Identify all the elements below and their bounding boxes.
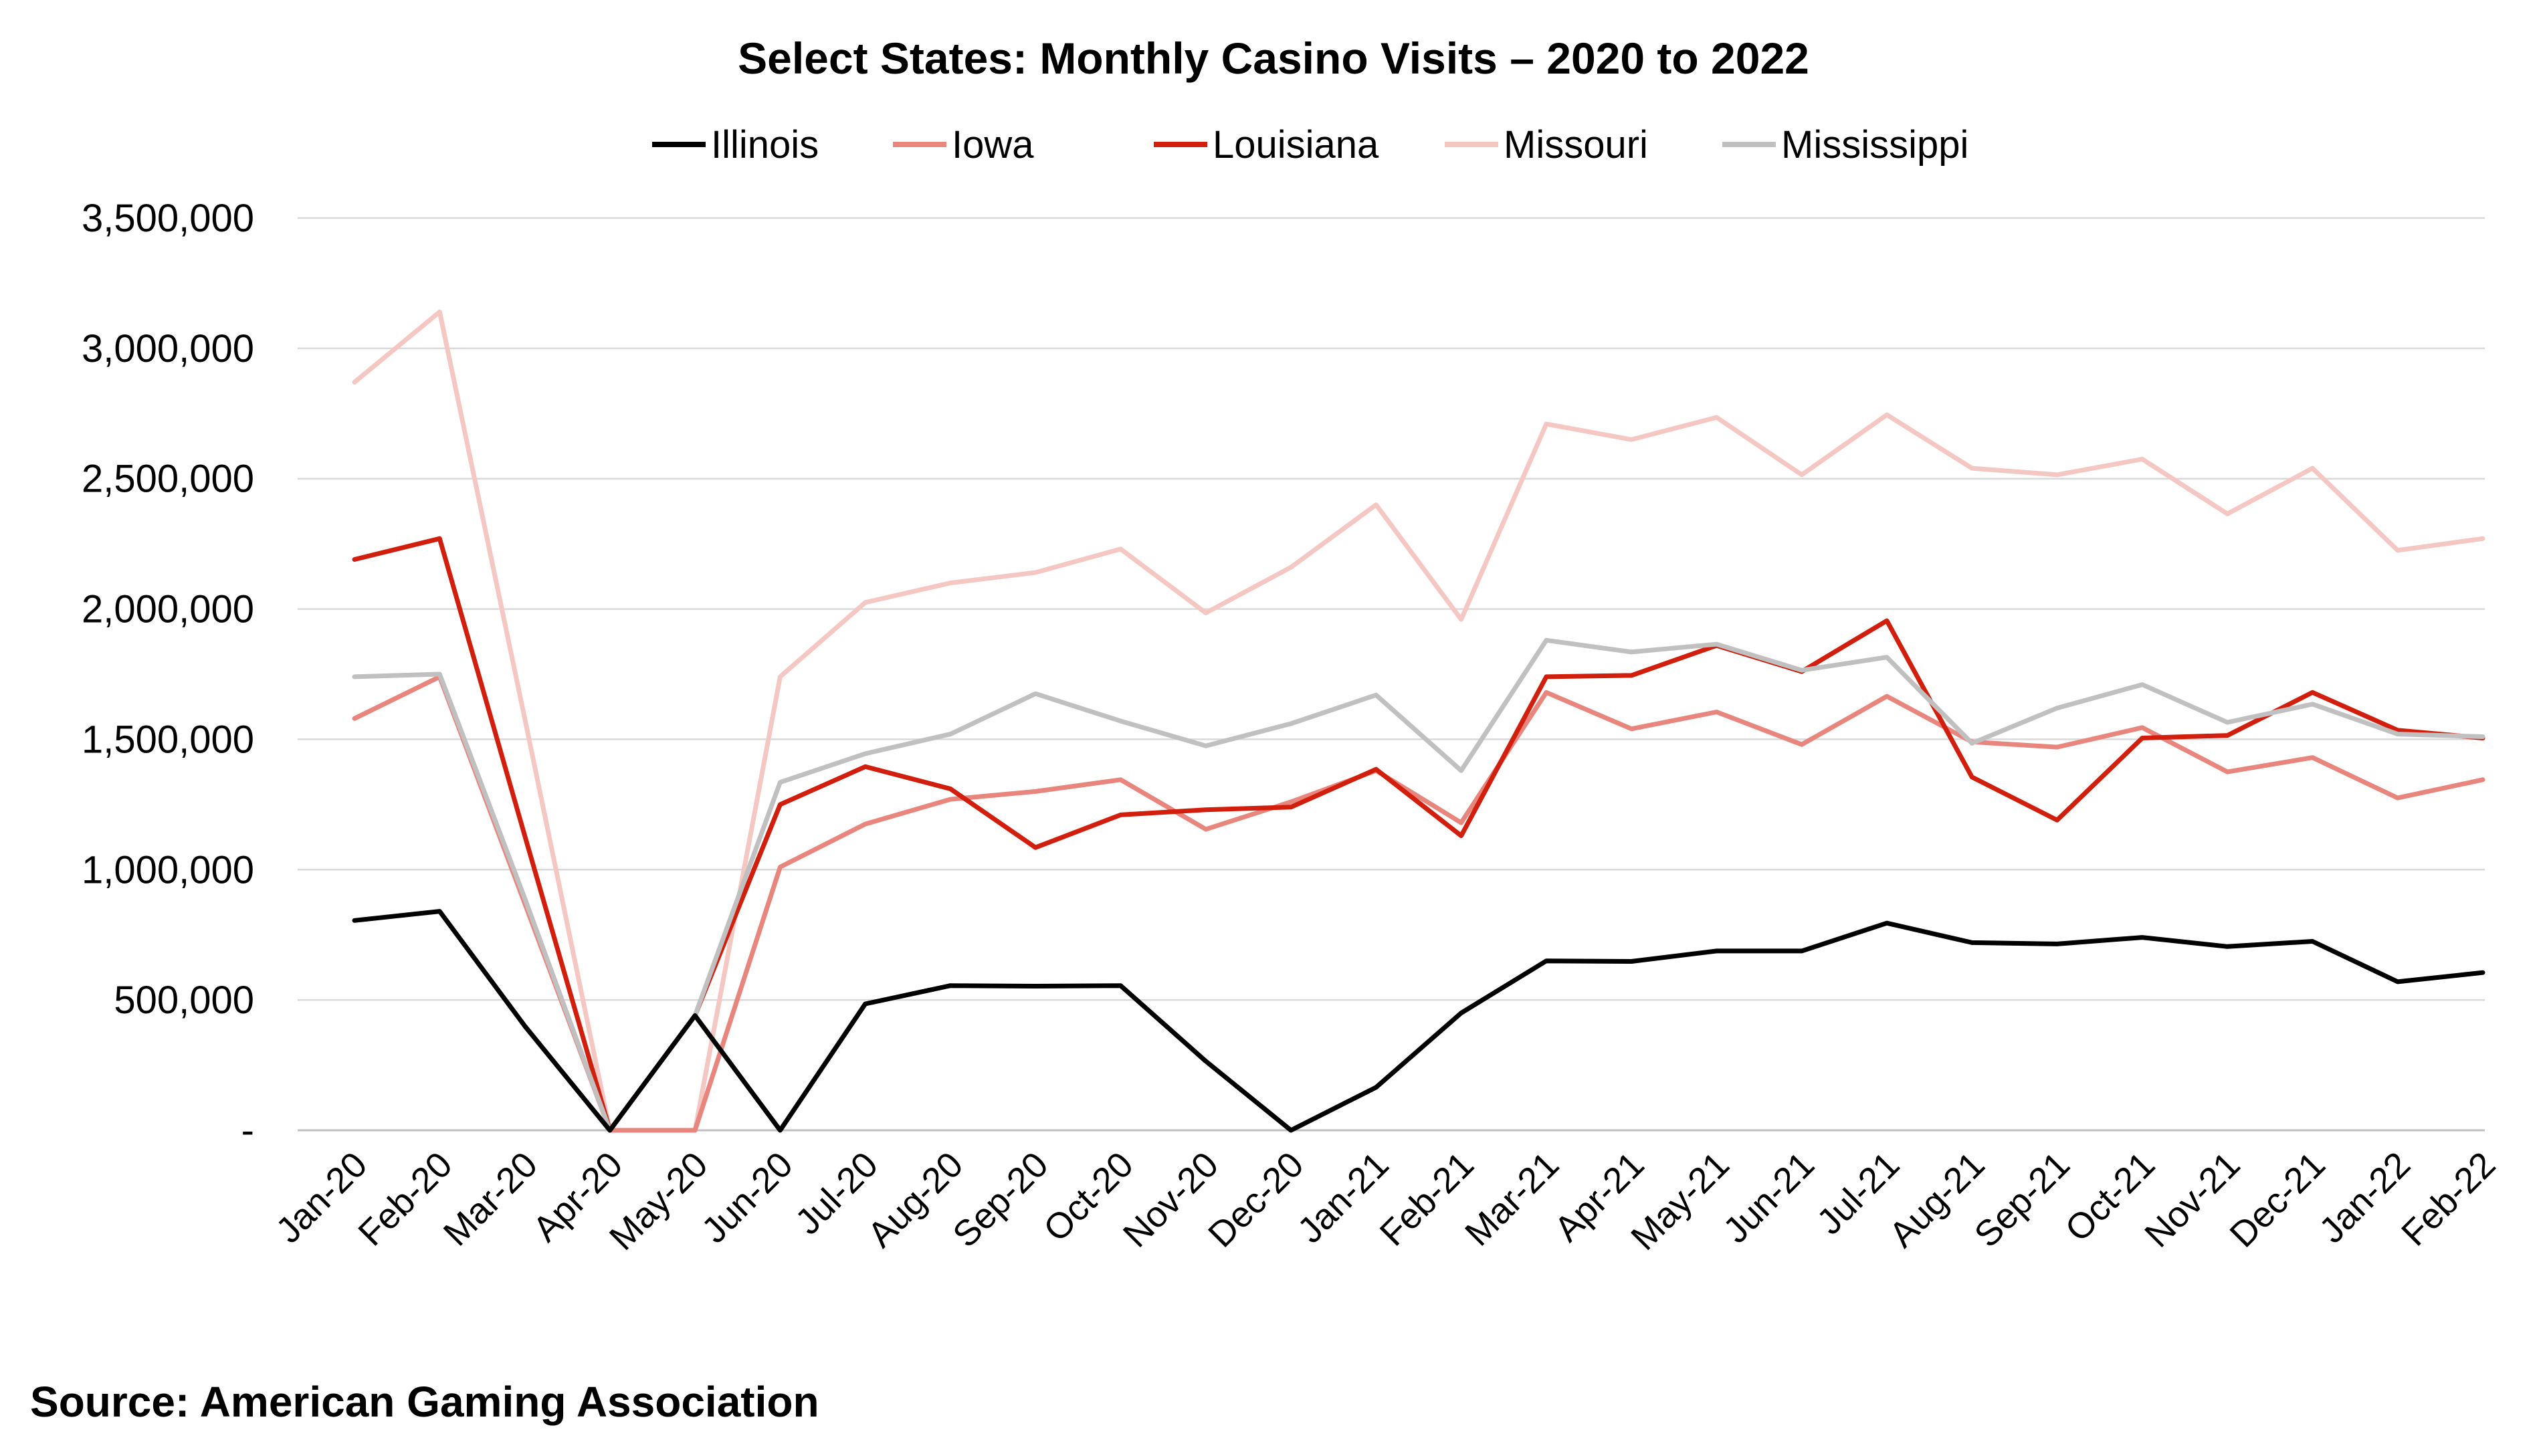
x-tick-label: Jun-20 <box>694 1144 801 1251</box>
series-line-illinois <box>352 909 2485 1133</box>
legend-label: Missouri <box>1504 123 1648 167</box>
y-tick-label: 2,000,000 <box>82 588 254 631</box>
x-tick-label: Nov-20 <box>1116 1144 1227 1255</box>
legend-item-iowa: Iowa <box>893 123 1034 167</box>
y-tick-label: - <box>241 1109 254 1152</box>
x-tick-label: Dec-20 <box>1201 1144 1312 1255</box>
x-tick-label: Aug-20 <box>860 1144 971 1255</box>
y-axis-ticks: - 500,000 1,000,000 1,500,000 2,000,000 2,500… <box>82 197 254 1152</box>
x-tick-label: Feb-22 <box>2394 1144 2503 1253</box>
x-tick-label: Nov-21 <box>2137 1144 2248 1255</box>
x-tick-label: Jan-21 <box>1290 1144 1397 1251</box>
x-tick-label: Jun-21 <box>1716 1144 1822 1251</box>
series-line-missouri <box>352 309 2485 1133</box>
x-tick-label: Sep-21 <box>1967 1144 2078 1255</box>
x-tick-label: Jan-22 <box>2312 1144 2418 1251</box>
y-tick-label: 1,500,000 <box>82 718 254 761</box>
legend-label: Louisiana <box>1213 123 1379 167</box>
x-tick-label: Sep-20 <box>945 1144 1056 1255</box>
y-tick-label: 3,000,000 <box>82 327 254 371</box>
x-tick-label: Feb-21 <box>1372 1144 1482 1253</box>
y-tick-label: 3,500,000 <box>82 197 254 240</box>
legend-item-illinois: Illinois <box>652 123 819 167</box>
source-note: Source: American Gaming Association <box>30 1378 819 1426</box>
x-tick-label: Aug-21 <box>1881 1144 1993 1255</box>
x-tick-label: Jan-20 <box>268 1144 375 1251</box>
y-tick-label: 500,000 <box>114 978 254 1022</box>
legend-label: Iowa <box>952 123 1034 167</box>
series-line-mississippi <box>352 637 2485 1133</box>
x-tick-label: Mar-20 <box>436 1144 545 1253</box>
x-tick-label: Mar-21 <box>1457 1144 1566 1253</box>
y-tick-label: 2,500,000 <box>82 457 254 501</box>
gridlines <box>298 217 2485 1132</box>
chart-title: Select States: Monthly Casino Visits – 2… <box>738 33 1809 83</box>
legend-item-louisiana: Louisiana <box>1154 123 1379 167</box>
legend-item-missouri: Missouri <box>1445 123 1648 167</box>
series-line-iowa <box>352 674 2485 1133</box>
y-tick-label: 1,000,000 <box>82 848 254 892</box>
legend: Illinois Iowa Louisiana Missouri Mississippi <box>652 123 1968 167</box>
legend-label: Illinois <box>711 123 819 167</box>
legend-item-mississippi: Mississippi <box>1722 123 1968 167</box>
x-tick-label: Feb-20 <box>350 1144 460 1253</box>
series-lines <box>352 309 2485 1133</box>
legend-label: Mississippi <box>1781 123 1968 167</box>
x-tick-label: Dec-21 <box>2222 1144 2333 1255</box>
x-axis-ticks: Jan-20Feb-20Mar-20Apr-20May-20Jun-20Jul-… <box>268 1144 2503 1258</box>
